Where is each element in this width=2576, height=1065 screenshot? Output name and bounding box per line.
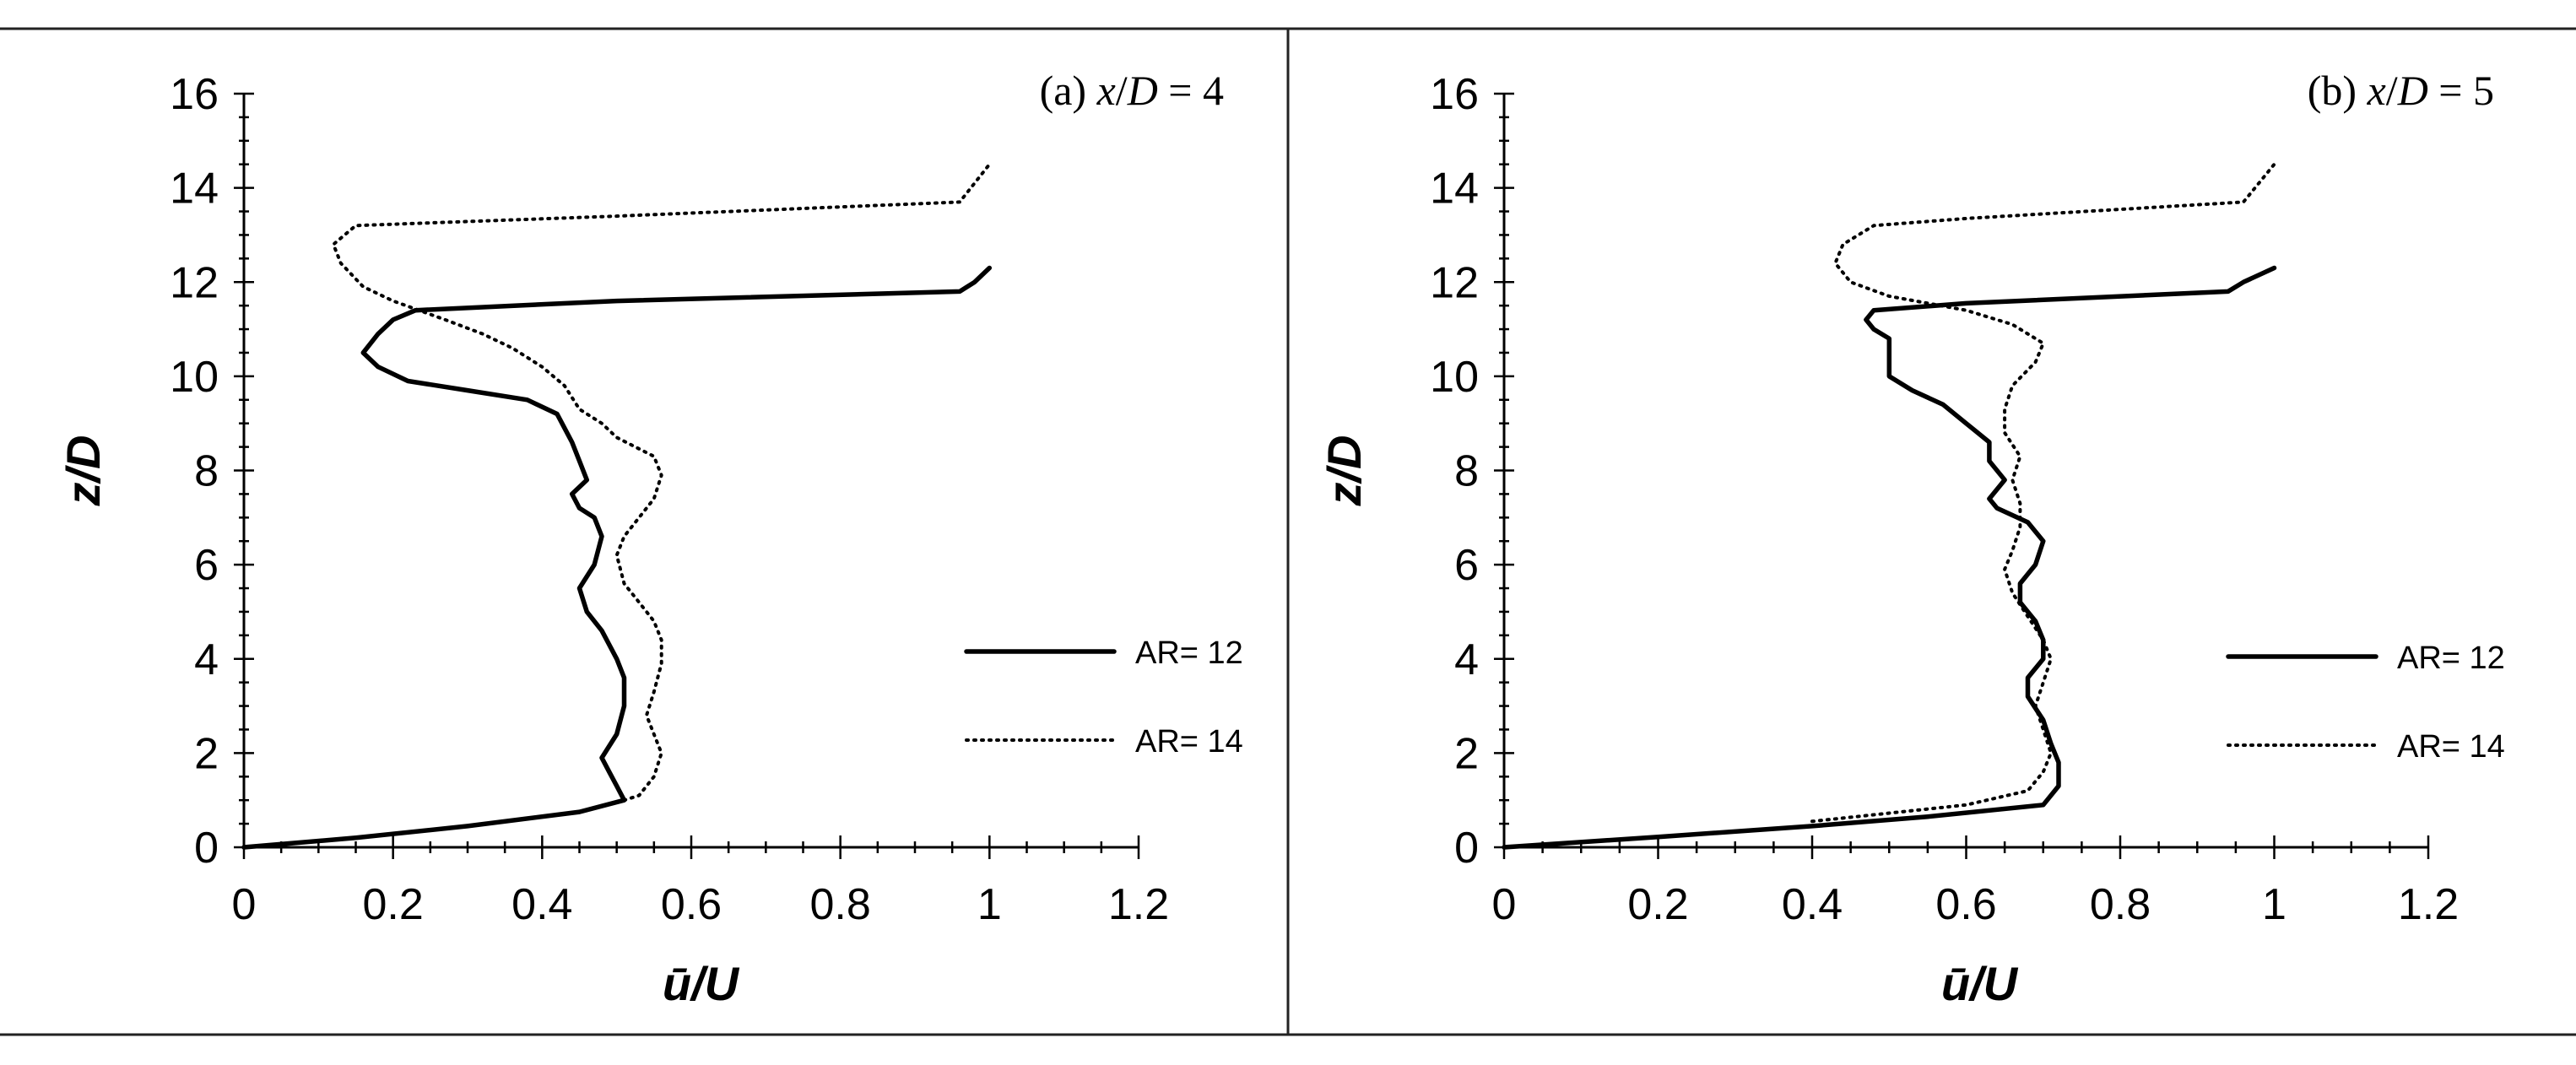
x-axis-label: ū/U: [663, 957, 740, 1010]
y-tick-label: 8: [194, 447, 219, 496]
title-var-d: D: [2397, 67, 2428, 114]
x-tick-label: 0.2: [363, 880, 424, 929]
series-line-ar-12: [241, 265, 993, 850]
y-tick-label: 10: [1430, 353, 1479, 402]
y-tick-label: 12: [1430, 258, 1479, 307]
x-tick-label: 0.6: [1935, 880, 1996, 929]
y-tick-label: 12: [170, 258, 219, 307]
title-slash: /: [1116, 67, 1128, 114]
series-line-ar-14: [1810, 162, 2276, 824]
y-axis-label: z/D: [57, 435, 110, 507]
y-tick-label: 2: [1454, 729, 1479, 778]
title-slash: /: [2386, 67, 2398, 114]
x-tick-label: 0.4: [511, 880, 572, 929]
panel-title: (a) x/D = 4: [1040, 67, 1224, 114]
y-tick-label: 2: [194, 729, 219, 778]
y-tick-label: 14: [1430, 165, 1479, 214]
y-tick-label: 10: [170, 353, 219, 402]
panel-a: 0 2 4 6 8 10 12 14 16 0 0.2 0.4 0.6 0.8 1 1.2 z/D ū/U (a) …: [57, 67, 1243, 1010]
y-tick-label: 0: [194, 824, 219, 873]
y-tick-label: 6: [194, 541, 219, 590]
title-var-x: x: [2367, 67, 2386, 114]
title-prefix: (a): [1040, 67, 1097, 114]
series-line-ar-12: [1502, 265, 2277, 850]
y-tick-label: 4: [1454, 635, 1479, 684]
y-axis-label: z/D: [1318, 435, 1371, 507]
x-tick-label: 0.8: [2090, 880, 2151, 929]
y-tick-label: 6: [1454, 541, 1479, 590]
title-suffix: = 4: [1158, 67, 1224, 114]
y-tick-label: 14: [170, 165, 219, 214]
x-tick-label: 0.2: [1627, 880, 1688, 929]
y-tick-label: 16: [1430, 70, 1479, 119]
panel-title: (b) x/D = 5: [2308, 67, 2494, 114]
series-line-ar-14: [332, 162, 992, 804]
x-axis-label: ū/U: [1941, 957, 2019, 1010]
title-var-x: x: [1096, 67, 1116, 114]
title-suffix: = 5: [2428, 67, 2494, 114]
x-tick-label: 1: [977, 880, 1002, 929]
x-tick-label: 0: [232, 880, 257, 929]
x-tick-label: 0.8: [810, 880, 871, 929]
panel-b: 0 2 4 6 8 10 12 14 16 0 0.2 0.4 0.6 0.8 1 1.2 z/D ū/U (b) …: [1318, 67, 2505, 1010]
x-tick-label: 1.2: [2398, 880, 2459, 929]
legend-label: AR= 12: [2397, 641, 2505, 676]
x-tick-label: 0: [1492, 880, 1517, 929]
legend-label: AR= 12: [1135, 635, 1243, 671]
x-tick-label: 0.4: [1782, 880, 1843, 929]
y-tick-label: 0: [1454, 824, 1479, 873]
x-tick-label: 1.2: [1108, 880, 1169, 929]
y-tick-label: 8: [1454, 447, 1479, 496]
legend-label: AR= 14: [2397, 729, 2505, 765]
title-var-d: D: [1127, 67, 1158, 114]
y-tick-label: 16: [170, 70, 219, 119]
x-tick-label: 0.6: [661, 880, 722, 929]
y-tick-label: 4: [194, 635, 219, 684]
legend-label: AR= 14: [1135, 724, 1243, 760]
title-prefix: (b): [2308, 67, 2368, 114]
x-tick-label: 1: [2262, 880, 2286, 929]
